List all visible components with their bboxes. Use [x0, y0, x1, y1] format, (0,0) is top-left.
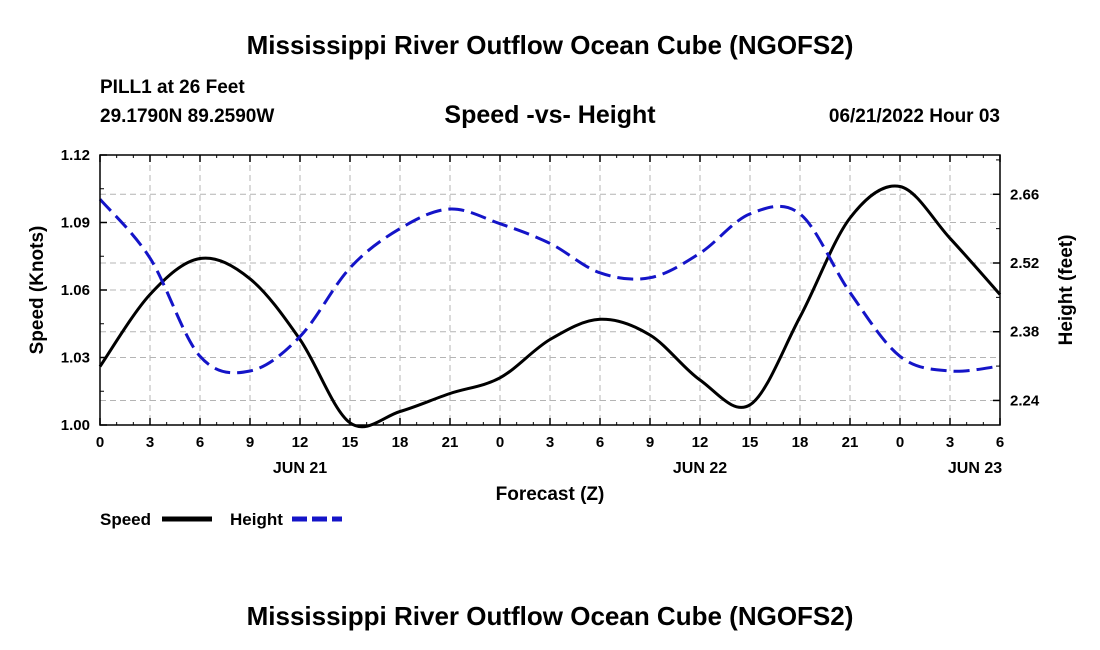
y-tick-label: 1.00	[61, 417, 90, 434]
x-tick-label: 9	[646, 434, 654, 451]
date-label: JUN 23	[948, 460, 1002, 477]
series-line-speed	[98, 184, 1002, 429]
forecast-datetime: 06/21/2022 Hour 03	[828, 106, 1000, 127]
y-tick-label: 1.03	[61, 350, 90, 367]
series-line-height	[98, 198, 1001, 375]
y2-tick-label: 2.38	[1010, 324, 1039, 341]
x-tick-label: 9	[246, 434, 254, 451]
x-tick-label: 3	[946, 434, 954, 451]
data-series	[98, 184, 1002, 429]
x-tick-label: 12	[692, 434, 709, 451]
x-tick-label: 3	[146, 434, 154, 451]
y-tick-label: 1.09	[61, 215, 90, 232]
date-label: JUN 21	[273, 460, 327, 477]
x-tick-label: 6	[596, 434, 604, 451]
x-tick-label: 6	[196, 434, 204, 451]
x-tick-label: 15	[342, 434, 359, 451]
chart-title-bottom: Mississippi River Outflow Ocean Cube (NG…	[246, 601, 854, 631]
y-axis-title-left: Speed (Knots)	[27, 226, 48, 355]
date-label: JUN 22	[673, 460, 727, 477]
legend-height-label: Height	[230, 510, 283, 529]
x-tick-label: 21	[442, 434, 459, 451]
x-tick-label: 0	[896, 434, 904, 451]
x-tick-label: 18	[792, 434, 809, 451]
chart-title-top: Mississippi River Outflow Ocean Cube (NG…	[246, 30, 854, 60]
y-axis-title-right: Height (feet)	[1056, 235, 1077, 346]
chart-subtitle: Speed -vs- Height	[444, 101, 656, 129]
x-tick-label: 21	[842, 434, 859, 451]
x-tick-label: 12	[292, 434, 309, 451]
x-tick-label: 15	[742, 434, 759, 451]
y-tick-label: 1.12	[61, 147, 90, 164]
x-tick-label: 0	[496, 434, 504, 451]
axis-ticks	[99, 154, 1001, 426]
x-tick-label: 0	[96, 434, 104, 451]
station-label: PILL1 at 26 Feet	[100, 77, 245, 98]
y-tick-label: 1.06	[61, 282, 90, 299]
x-tick-label: 6	[996, 434, 1004, 451]
y2-tick-label: 2.66	[1010, 186, 1039, 203]
x-tick-label: 18	[392, 434, 409, 451]
grid-lines	[100, 154, 1000, 426]
x-tick-label: 3	[546, 434, 554, 451]
x-axis-title: Forecast (Z)	[496, 484, 605, 505]
station-coordinates: 29.1790N 89.2590W	[100, 106, 275, 127]
legend: Speed Height	[100, 510, 342, 529]
y2-tick-label: 2.52	[1010, 255, 1039, 272]
y2-tick-label: 2.24	[1010, 392, 1040, 409]
legend-speed-label: Speed	[100, 510, 151, 529]
axis-labels: 0 3 6 9 12 15 18 21 0 3 6 9 12 15 18 21 0 3 6 JUN 21 JUN 22 J…	[61, 147, 1040, 477]
